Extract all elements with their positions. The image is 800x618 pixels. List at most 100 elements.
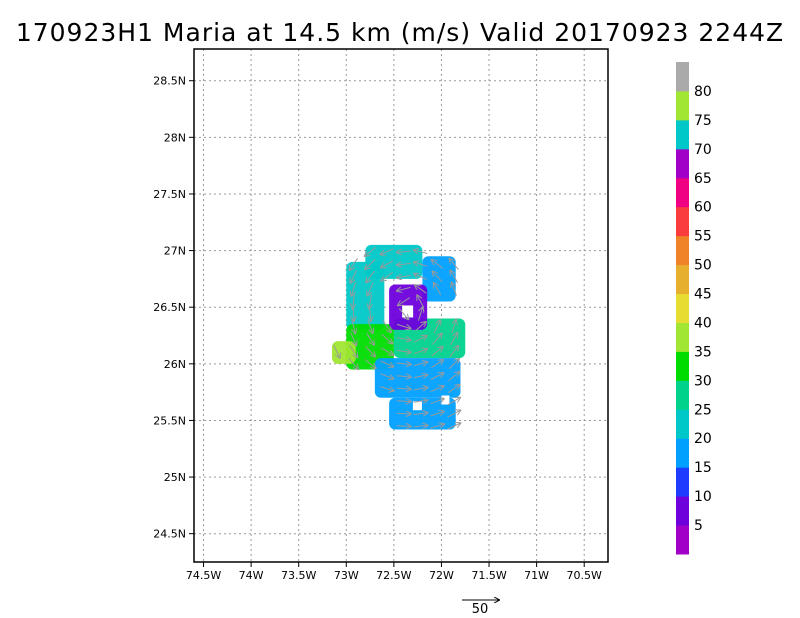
colorbar-segment (676, 293, 689, 323)
wind-vector (413, 362, 428, 366)
colorbar-label: 5 (694, 518, 703, 534)
colorbar-segment (676, 206, 689, 237)
wind-speed-field (332, 244, 466, 430)
wind-speed-patch (332, 341, 356, 364)
colorbar-label: 80 (694, 84, 712, 100)
colorbar-segment (676, 177, 689, 208)
colorbar-segment (676, 525, 689, 555)
colorbar-segment (676, 496, 689, 526)
colorbar-label: 55 (694, 229, 712, 245)
data-gap (441, 395, 450, 405)
x-tick-label: 74.5W (186, 569, 221, 582)
wind-vector (348, 358, 358, 369)
wind-vector (430, 386, 444, 392)
wind-vector (433, 320, 440, 333)
wind-vector (396, 351, 411, 353)
wind-vector (448, 359, 459, 370)
wind-vector (413, 413, 428, 415)
colorbar-label: 50 (694, 258, 712, 274)
wind-vector (430, 399, 444, 405)
x-tick-label: 71W (524, 569, 549, 582)
wind-vector (365, 247, 377, 256)
wind-vector (415, 285, 427, 294)
wind-vector (413, 400, 428, 402)
wind-vector (450, 259, 459, 270)
colorbar-segment (676, 322, 689, 352)
wind-vector (396, 338, 411, 340)
colorbar-label: 70 (694, 142, 712, 158)
wind-speed-patch (346, 261, 385, 330)
wind-vector (431, 347, 443, 357)
colorbar-segment (676, 351, 689, 381)
wind-vector (434, 283, 442, 296)
wind-vector (430, 424, 444, 429)
wind-vector (380, 373, 393, 379)
colorbar-label: 35 (694, 344, 712, 360)
colorbar-segment (676, 409, 689, 439)
colorbar-label: 60 (694, 200, 712, 216)
x-axis-ticks: 74.5W 74W 73.5W 73W 72.5W 72W 71.5W 71W 70.5W (186, 562, 602, 582)
wind-vector (414, 322, 426, 332)
wind-vector (413, 425, 428, 427)
wind-vector (381, 333, 393, 343)
y-axis-ticks: 24.5N 25N 25.5N 26N 26.5N 27N 27.5N 28N 28.5N (153, 75, 194, 541)
wind-vector (450, 271, 459, 283)
wind-vector (381, 248, 394, 255)
wind-vector (396, 401, 411, 402)
wind-vector (367, 282, 374, 296)
wind-vector (413, 375, 428, 378)
wind-vector (414, 336, 427, 343)
colorbar-label: 45 (694, 287, 712, 303)
plot-frame (193, 48, 609, 563)
colorbar-label: 15 (694, 460, 712, 476)
wind-vector (380, 360, 394, 367)
wind-vector (447, 398, 460, 406)
x-tick-label: 72W (429, 569, 454, 582)
x-tick-label: 72.5W (376, 569, 411, 582)
wind-vector (396, 413, 411, 414)
wind-vector (414, 262, 428, 267)
wind-vector (396, 388, 411, 389)
reference-vector: 50 (462, 600, 499, 617)
y-tick-label: 26.5N (153, 301, 186, 314)
y-tick-label: 26N (164, 358, 186, 371)
wind-vector (396, 376, 411, 377)
colorbar-segment (676, 438, 689, 468)
wind-vector (382, 320, 391, 333)
wind-vector (366, 270, 375, 282)
y-tick-label: 28.5N (153, 75, 186, 88)
wind-vector (364, 358, 376, 368)
colorbar-segment (676, 90, 689, 121)
wind-vector (365, 345, 375, 356)
eye-gap (402, 305, 414, 318)
wind-vector (432, 260, 444, 269)
wind-vector (413, 349, 427, 355)
wind-vector (398, 308, 408, 320)
x-tick-label: 73.5W (281, 569, 316, 582)
wind-vector (430, 373, 443, 380)
chart-title: 170923H1 Maria at 14.5 km (m/s) Valid 20… (15, 18, 785, 47)
wind-vector (449, 346, 459, 358)
colorbar-label: 20 (694, 431, 712, 447)
wind-vector (430, 411, 444, 417)
wind-vector (398, 297, 410, 306)
colorbar: 5 10 15 20 25 30 35 40 45 50 55 60 65 70 75 80 (676, 62, 712, 555)
wind-vector (350, 270, 358, 282)
wind-vector (451, 320, 456, 334)
wind-vector (396, 363, 411, 364)
colorbar-label: 25 (694, 402, 712, 418)
wind-vector (432, 334, 442, 345)
colorbar-segment (676, 264, 689, 295)
y-tick-label: 25.5N (153, 414, 186, 427)
wind-vector (414, 274, 428, 280)
colorbar-segment (676, 467, 689, 497)
wind-vector (397, 263, 411, 265)
x-tick-label: 70.5W (567, 569, 602, 582)
reference-vector-label: 50 (472, 602, 489, 617)
colorbar-segment (676, 380, 689, 410)
y-tick-label: 27.5N (153, 188, 186, 201)
x-tick-label: 74W (239, 569, 264, 582)
wind-vector (450, 333, 458, 346)
colorbar-segment (676, 119, 689, 150)
wind-vector (350, 258, 358, 269)
